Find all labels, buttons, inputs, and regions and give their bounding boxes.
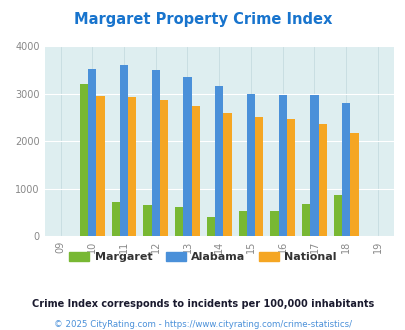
Bar	[309, 95, 318, 236]
Bar	[215, 86, 223, 236]
Bar	[350, 133, 358, 236]
Bar	[238, 211, 246, 236]
Bar	[270, 211, 278, 236]
Text: Crime Index corresponds to incidents per 100,000 inhabitants: Crime Index corresponds to incidents per…	[32, 299, 373, 309]
Bar	[333, 195, 341, 236]
Bar	[191, 107, 199, 236]
Text: Margaret Property Crime Index: Margaret Property Crime Index	[74, 12, 331, 26]
Bar	[318, 123, 326, 236]
Text: © 2025 CityRating.com - https://www.cityrating.com/crime-statistics/: © 2025 CityRating.com - https://www.city…	[54, 320, 351, 329]
Bar	[96, 96, 104, 236]
Bar	[151, 70, 160, 236]
Bar	[246, 94, 254, 236]
Bar	[128, 97, 136, 236]
Bar	[88, 69, 96, 236]
Bar	[286, 119, 294, 236]
Bar	[143, 205, 151, 236]
Bar	[175, 207, 183, 236]
Bar	[278, 95, 286, 236]
Bar	[223, 113, 231, 236]
Bar	[119, 65, 128, 236]
Bar	[111, 202, 119, 236]
Bar	[160, 100, 168, 236]
Bar	[207, 217, 215, 236]
Bar	[80, 84, 88, 236]
Legend: Margaret, Alabama, National: Margaret, Alabama, National	[64, 248, 341, 267]
Bar	[301, 204, 309, 236]
Bar	[341, 103, 350, 236]
Bar	[254, 117, 263, 236]
Bar	[183, 77, 191, 236]
